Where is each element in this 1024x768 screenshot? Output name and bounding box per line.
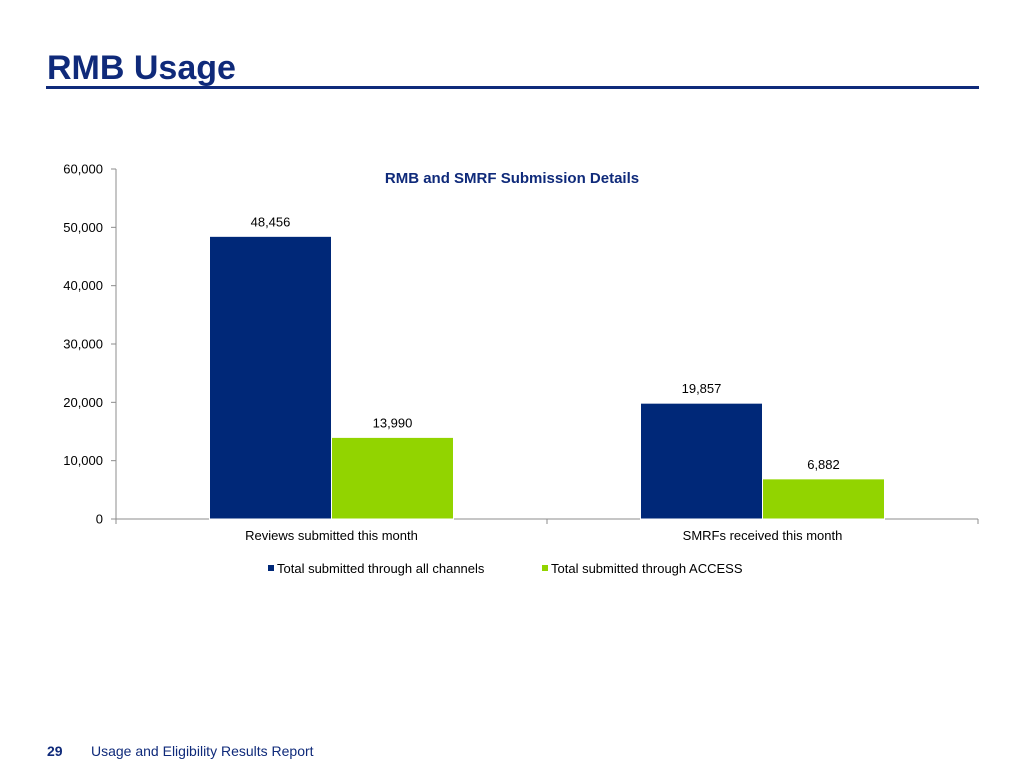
y-tick-label: 50,000 [63,220,103,235]
bar [209,235,332,520]
y-tick-label: 20,000 [63,395,103,410]
data-label: 48,456 [251,214,291,229]
y-tick-label: 10,000 [63,453,103,468]
y-tick-label: 60,000 [63,162,103,177]
y-tick-label: 30,000 [63,337,103,352]
x-tick-label: Reviews submitted this month [245,528,418,543]
title-divider [46,86,979,89]
bar [640,402,763,520]
data-label: 6,882 [807,457,840,472]
chart-title: RMB and SMRF Submission Details [385,170,639,187]
y-tick-label: 40,000 [63,278,103,293]
legend-label: Total submitted through ACCESS [551,561,743,576]
report-name: Usage and Eligibility Results Report [91,743,314,759]
bar [762,478,885,520]
data-label: 19,857 [682,381,722,396]
y-tick-label: 0 [96,512,103,527]
legend-label: Total submitted through all channels [277,561,485,576]
data-label: 13,990 [373,415,413,430]
legend-swatch [542,565,548,571]
bar [331,436,454,520]
page-title: RMB Usage [47,49,236,87]
x-tick-label: SMRFs received this month [683,528,843,543]
page-number: 29 [47,743,63,759]
legend-swatch [268,565,274,571]
